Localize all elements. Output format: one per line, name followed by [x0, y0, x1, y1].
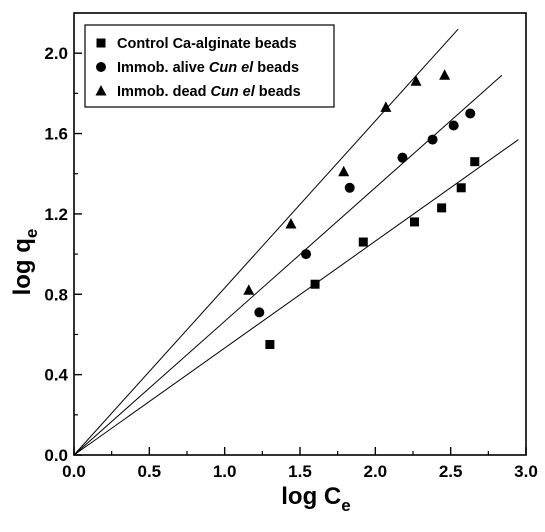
- circle-data-point: [448, 120, 459, 131]
- y-tick-label: 0.0: [44, 446, 68, 465]
- legend: Control Ca-alginate beads Immob. alive Cu…: [84, 24, 335, 108]
- square-data-point: [310, 279, 320, 289]
- legend-label-triangle: Immob. dead Cun el beads: [117, 84, 301, 100]
- y-tick-label: 0.4: [44, 366, 68, 385]
- square-data-point: [456, 183, 466, 193]
- y-axis-ticks: 0.0 0.4 0.8 1.2 1.6 2.0: [44, 12, 82, 465]
- triangle-data-point: [285, 217, 297, 229]
- legend-label-square: Control Ca-alginate beads: [117, 36, 297, 52]
- x-tick-label: 1.0: [213, 462, 237, 481]
- legend-circle-marker: [96, 62, 106, 72]
- circle-data-point: [427, 134, 438, 145]
- circle-data-point: [344, 182, 355, 193]
- circle-data-point: [465, 108, 476, 119]
- x-axis-title: log Ce: [281, 483, 350, 515]
- legend-square-marker: [96, 38, 106, 48]
- y-tick-label: 0.8: [44, 285, 68, 304]
- legend-triangle-marker: [95, 85, 107, 96]
- x-tick-label: 1.5: [288, 462, 312, 481]
- legend-box: [84, 24, 335, 108]
- x-axis-ticks: 0.0 0.5 1.0 1.5 2.0 2.5 3.0: [62, 447, 538, 481]
- x-tick-label: 0.5: [138, 462, 162, 481]
- x-tick-label: 2.5: [439, 462, 463, 481]
- square-data-point: [437, 203, 447, 213]
- data-markers: [243, 69, 480, 349]
- circle-data-point: [397, 152, 408, 163]
- square-data-point: [410, 217, 420, 227]
- circle-series-fit-line: [73, 74, 503, 456]
- y-axis-title: log qe: [9, 229, 41, 296]
- triangle-data-point: [410, 75, 422, 86]
- y-tick-label: 1.2: [44, 205, 68, 224]
- x-tick-label: 2.0: [364, 462, 388, 481]
- triangle-data-point: [243, 284, 255, 295]
- triangle-data-point: [338, 165, 350, 177]
- circle-data-point: [254, 307, 265, 318]
- circle-data-point: [301, 249, 312, 260]
- square-data-point: [265, 340, 275, 349]
- y-tick-label: 1.6: [44, 125, 68, 144]
- triangle-data-point: [380, 101, 392, 112]
- legend-label-circle: Immob. alive Cun el beads: [117, 60, 299, 76]
- x-tick-label: 3.0: [514, 462, 538, 481]
- triangle-data-point: [439, 69, 451, 80]
- y-tick-label: 2.0: [44, 44, 68, 63]
- square-series-fit-line: [73, 139, 519, 456]
- x-tick-label: 0.0: [62, 462, 86, 481]
- triangle-series-fit-line: [73, 28, 459, 456]
- square-data-point: [470, 157, 480, 167]
- square-data-point: [358, 237, 368, 247]
